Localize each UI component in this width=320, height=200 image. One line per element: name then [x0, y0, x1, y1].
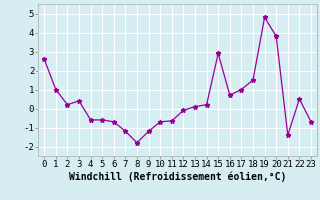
X-axis label: Windchill (Refroidissement éolien,°C): Windchill (Refroidissement éolien,°C)	[69, 172, 286, 182]
